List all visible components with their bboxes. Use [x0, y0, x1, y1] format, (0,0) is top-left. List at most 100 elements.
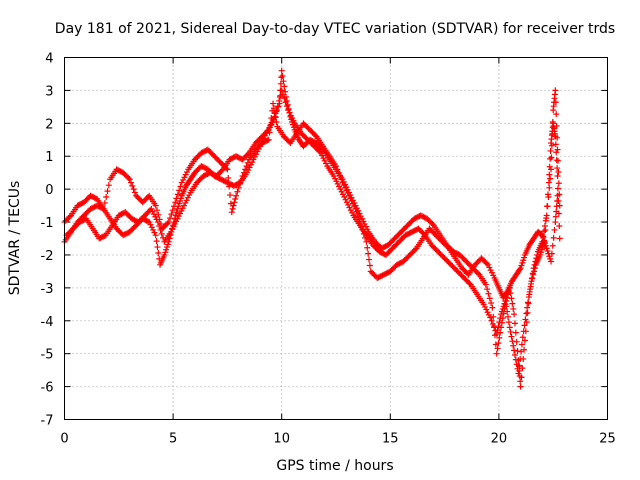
- data-point: [139, 215, 146, 222]
- data-point: [538, 231, 545, 238]
- data-point: [260, 132, 267, 139]
- data-point: [515, 370, 522, 377]
- data-point: [436, 249, 443, 256]
- data-point: [444, 244, 451, 251]
- data-point: [253, 145, 260, 152]
- data-point: [113, 166, 120, 173]
- data-point: [456, 251, 463, 258]
- data-point: [460, 255, 467, 262]
- data-point: [385, 242, 392, 249]
- data-point: [118, 211, 125, 218]
- data-point: [335, 169, 342, 176]
- data-point: [404, 222, 411, 229]
- data-point: [486, 295, 493, 302]
- data-point: [396, 260, 403, 267]
- data-point: [101, 199, 108, 206]
- data-point: [382, 271, 389, 278]
- data-point: [131, 223, 138, 230]
- data-point: [489, 304, 496, 311]
- data-point: [483, 306, 490, 313]
- data-point: [204, 170, 211, 177]
- data-point: [230, 202, 237, 209]
- data-point: [334, 180, 341, 187]
- data-point: [458, 265, 465, 272]
- data-point: [490, 272, 497, 279]
- data-point: [195, 178, 202, 185]
- data-point: [426, 225, 433, 232]
- data-point: [439, 238, 446, 245]
- data-point: [399, 227, 406, 234]
- data-point: [164, 220, 171, 227]
- data-point: [387, 239, 394, 246]
- data-point: [459, 273, 466, 280]
- data-point: [216, 158, 223, 165]
- data-point: [304, 124, 311, 131]
- data-point: [277, 92, 284, 99]
- data-point: [235, 154, 242, 161]
- data-point: [95, 203, 102, 210]
- data-point: [438, 252, 445, 259]
- data-point: [135, 219, 142, 226]
- data-point: [402, 224, 409, 231]
- data-point: [481, 303, 488, 310]
- data-point: [391, 264, 398, 271]
- data-point: [376, 242, 383, 249]
- data-point: [130, 216, 137, 223]
- data-point: [245, 167, 252, 174]
- data-point: [227, 192, 234, 199]
- data-point: [554, 192, 561, 199]
- data-point: [383, 270, 390, 277]
- data-point: [339, 191, 346, 198]
- data-point: [497, 329, 504, 336]
- data-point: [283, 103, 290, 110]
- data-point: [415, 225, 422, 232]
- data-point: [524, 309, 531, 316]
- data-point: [156, 222, 163, 229]
- data-point: [170, 223, 177, 230]
- data-point: [554, 165, 561, 172]
- data-point: [130, 186, 137, 193]
- data-point: [395, 238, 402, 245]
- data-point: [162, 249, 169, 256]
- data-point: [80, 217, 87, 224]
- data-point: [261, 130, 268, 137]
- data-point: [79, 217, 86, 224]
- data-point: [180, 176, 187, 183]
- data-point: [163, 246, 170, 253]
- data-point: [472, 261, 479, 268]
- data-point: [218, 167, 225, 174]
- data-point: [177, 197, 184, 204]
- plot-frame: [64, 57, 608, 420]
- data-point: [217, 176, 224, 183]
- data-point: [234, 153, 241, 160]
- data-point: [309, 142, 316, 149]
- data-point: [371, 272, 378, 279]
- data-point: [402, 232, 409, 239]
- data-point: [193, 168, 200, 175]
- data-point: [278, 74, 285, 81]
- data-point: [140, 197, 147, 204]
- data-point: [270, 100, 277, 107]
- data-point: [517, 265, 524, 272]
- data-point: [529, 274, 536, 281]
- y-tick-label: -1: [41, 216, 54, 231]
- data-point: [375, 274, 382, 281]
- data-point: [143, 211, 150, 218]
- data-point: [361, 221, 368, 228]
- data-point: [191, 169, 198, 176]
- data-point: [488, 269, 495, 276]
- data-point: [126, 213, 133, 220]
- data-point: [548, 166, 555, 173]
- data-point: [483, 260, 490, 267]
- data-point: [508, 295, 515, 302]
- data-point: [180, 202, 187, 209]
- data-point: [552, 133, 559, 140]
- data-point: [417, 212, 424, 219]
- data-point: [482, 281, 489, 288]
- data-point: [333, 178, 340, 185]
- data-point: [211, 153, 218, 160]
- data-point: [232, 182, 239, 189]
- data-point: [81, 216, 88, 223]
- data-point: [381, 251, 388, 258]
- data-point: [74, 202, 81, 209]
